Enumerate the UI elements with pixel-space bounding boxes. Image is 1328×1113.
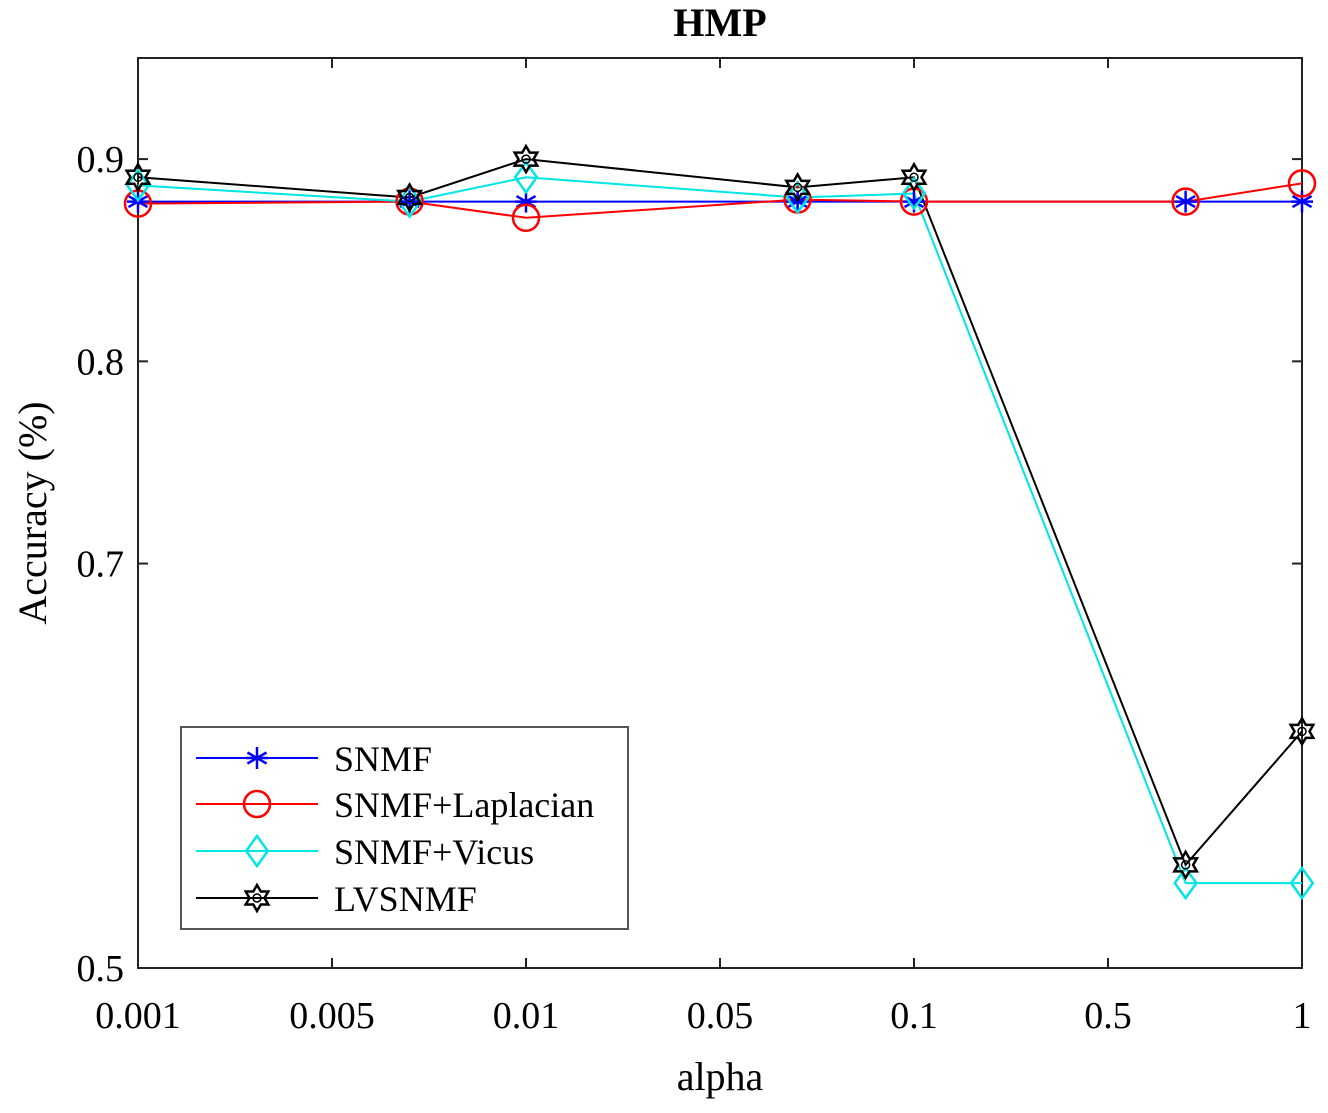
series-3-point	[512, 143, 540, 175]
y-tick-label: 0.9	[77, 139, 125, 181]
series-2-point	[785, 180, 810, 215]
series-0-point	[1174, 190, 1197, 213]
series-layer	[123, 143, 1317, 901]
legend-box	[180, 726, 629, 930]
legend-marker	[243, 882, 271, 914]
axis-ticks: 0.001 0.005 0.01 0.05 0.1 0.5 1 0.5 0.7 0.8 0.9	[77, 58, 1312, 1037]
x-axis-label: alpha	[677, 1054, 764, 1099]
series-3-point	[784, 171, 812, 203]
legend-marker	[244, 833, 270, 869]
x-tick-label: 0.5	[1084, 995, 1132, 1037]
series-2-point	[901, 176, 927, 211]
x-tick-label: 0.1	[890, 995, 938, 1037]
y-tick-label: 0.7	[77, 544, 125, 586]
series-3-point	[124, 161, 152, 193]
x-tick-label: 0.005	[289, 995, 375, 1037]
series-3-point	[396, 181, 424, 214]
series-1-point	[1171, 187, 1200, 216]
y-tick-label: 0.8	[77, 341, 125, 383]
series-2-point	[125, 168, 151, 203]
legend-label: LVSNMF	[334, 879, 477, 919]
legend-label: SNMF	[334, 739, 432, 779]
legend-marker	[242, 789, 272, 819]
series-2-point	[1289, 865, 1315, 901]
legend: SNMF SNMF+Laplacian SNMF+Vicus LVSNMF	[180, 726, 629, 930]
chart-title: HMP	[673, 0, 766, 45]
series-1-point	[1287, 169, 1317, 198]
series-0-point	[1291, 190, 1313, 213]
x-tick-label: 0.05	[687, 995, 754, 1037]
series-2-point	[1173, 865, 1198, 901]
y-axis-label: Accuracy (%)	[10, 401, 55, 624]
legend-marker	[246, 747, 268, 769]
x-tick-label: 0.01	[493, 995, 560, 1037]
series-3-point	[1288, 715, 1316, 747]
x-tick-label: 0.001	[95, 995, 181, 1037]
series-3-point	[1172, 849, 1200, 881]
series-3-point	[900, 161, 928, 193]
y-tick-label: 0.5	[77, 948, 125, 990]
legend-label: SNMF+Vicus	[334, 832, 534, 872]
series-1-point	[511, 203, 541, 233]
legend-label: SNMF+Laplacian	[334, 785, 594, 825]
series-2-point	[513, 160, 539, 195]
x-tick-label: 1	[1293, 995, 1312, 1037]
